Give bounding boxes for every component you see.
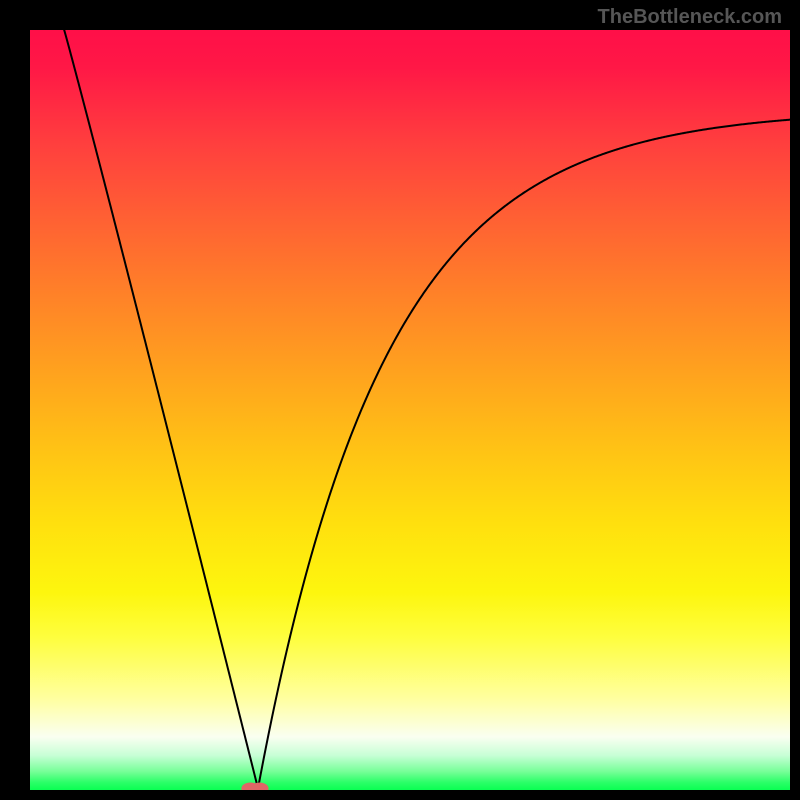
plot-gradient-background	[30, 30, 790, 790]
bottleneck-gradient-plot	[0, 0, 800, 800]
watermark-text: TheBottleneck.com	[598, 6, 782, 29]
chart-container: TheBottleneck.com	[0, 0, 800, 800]
